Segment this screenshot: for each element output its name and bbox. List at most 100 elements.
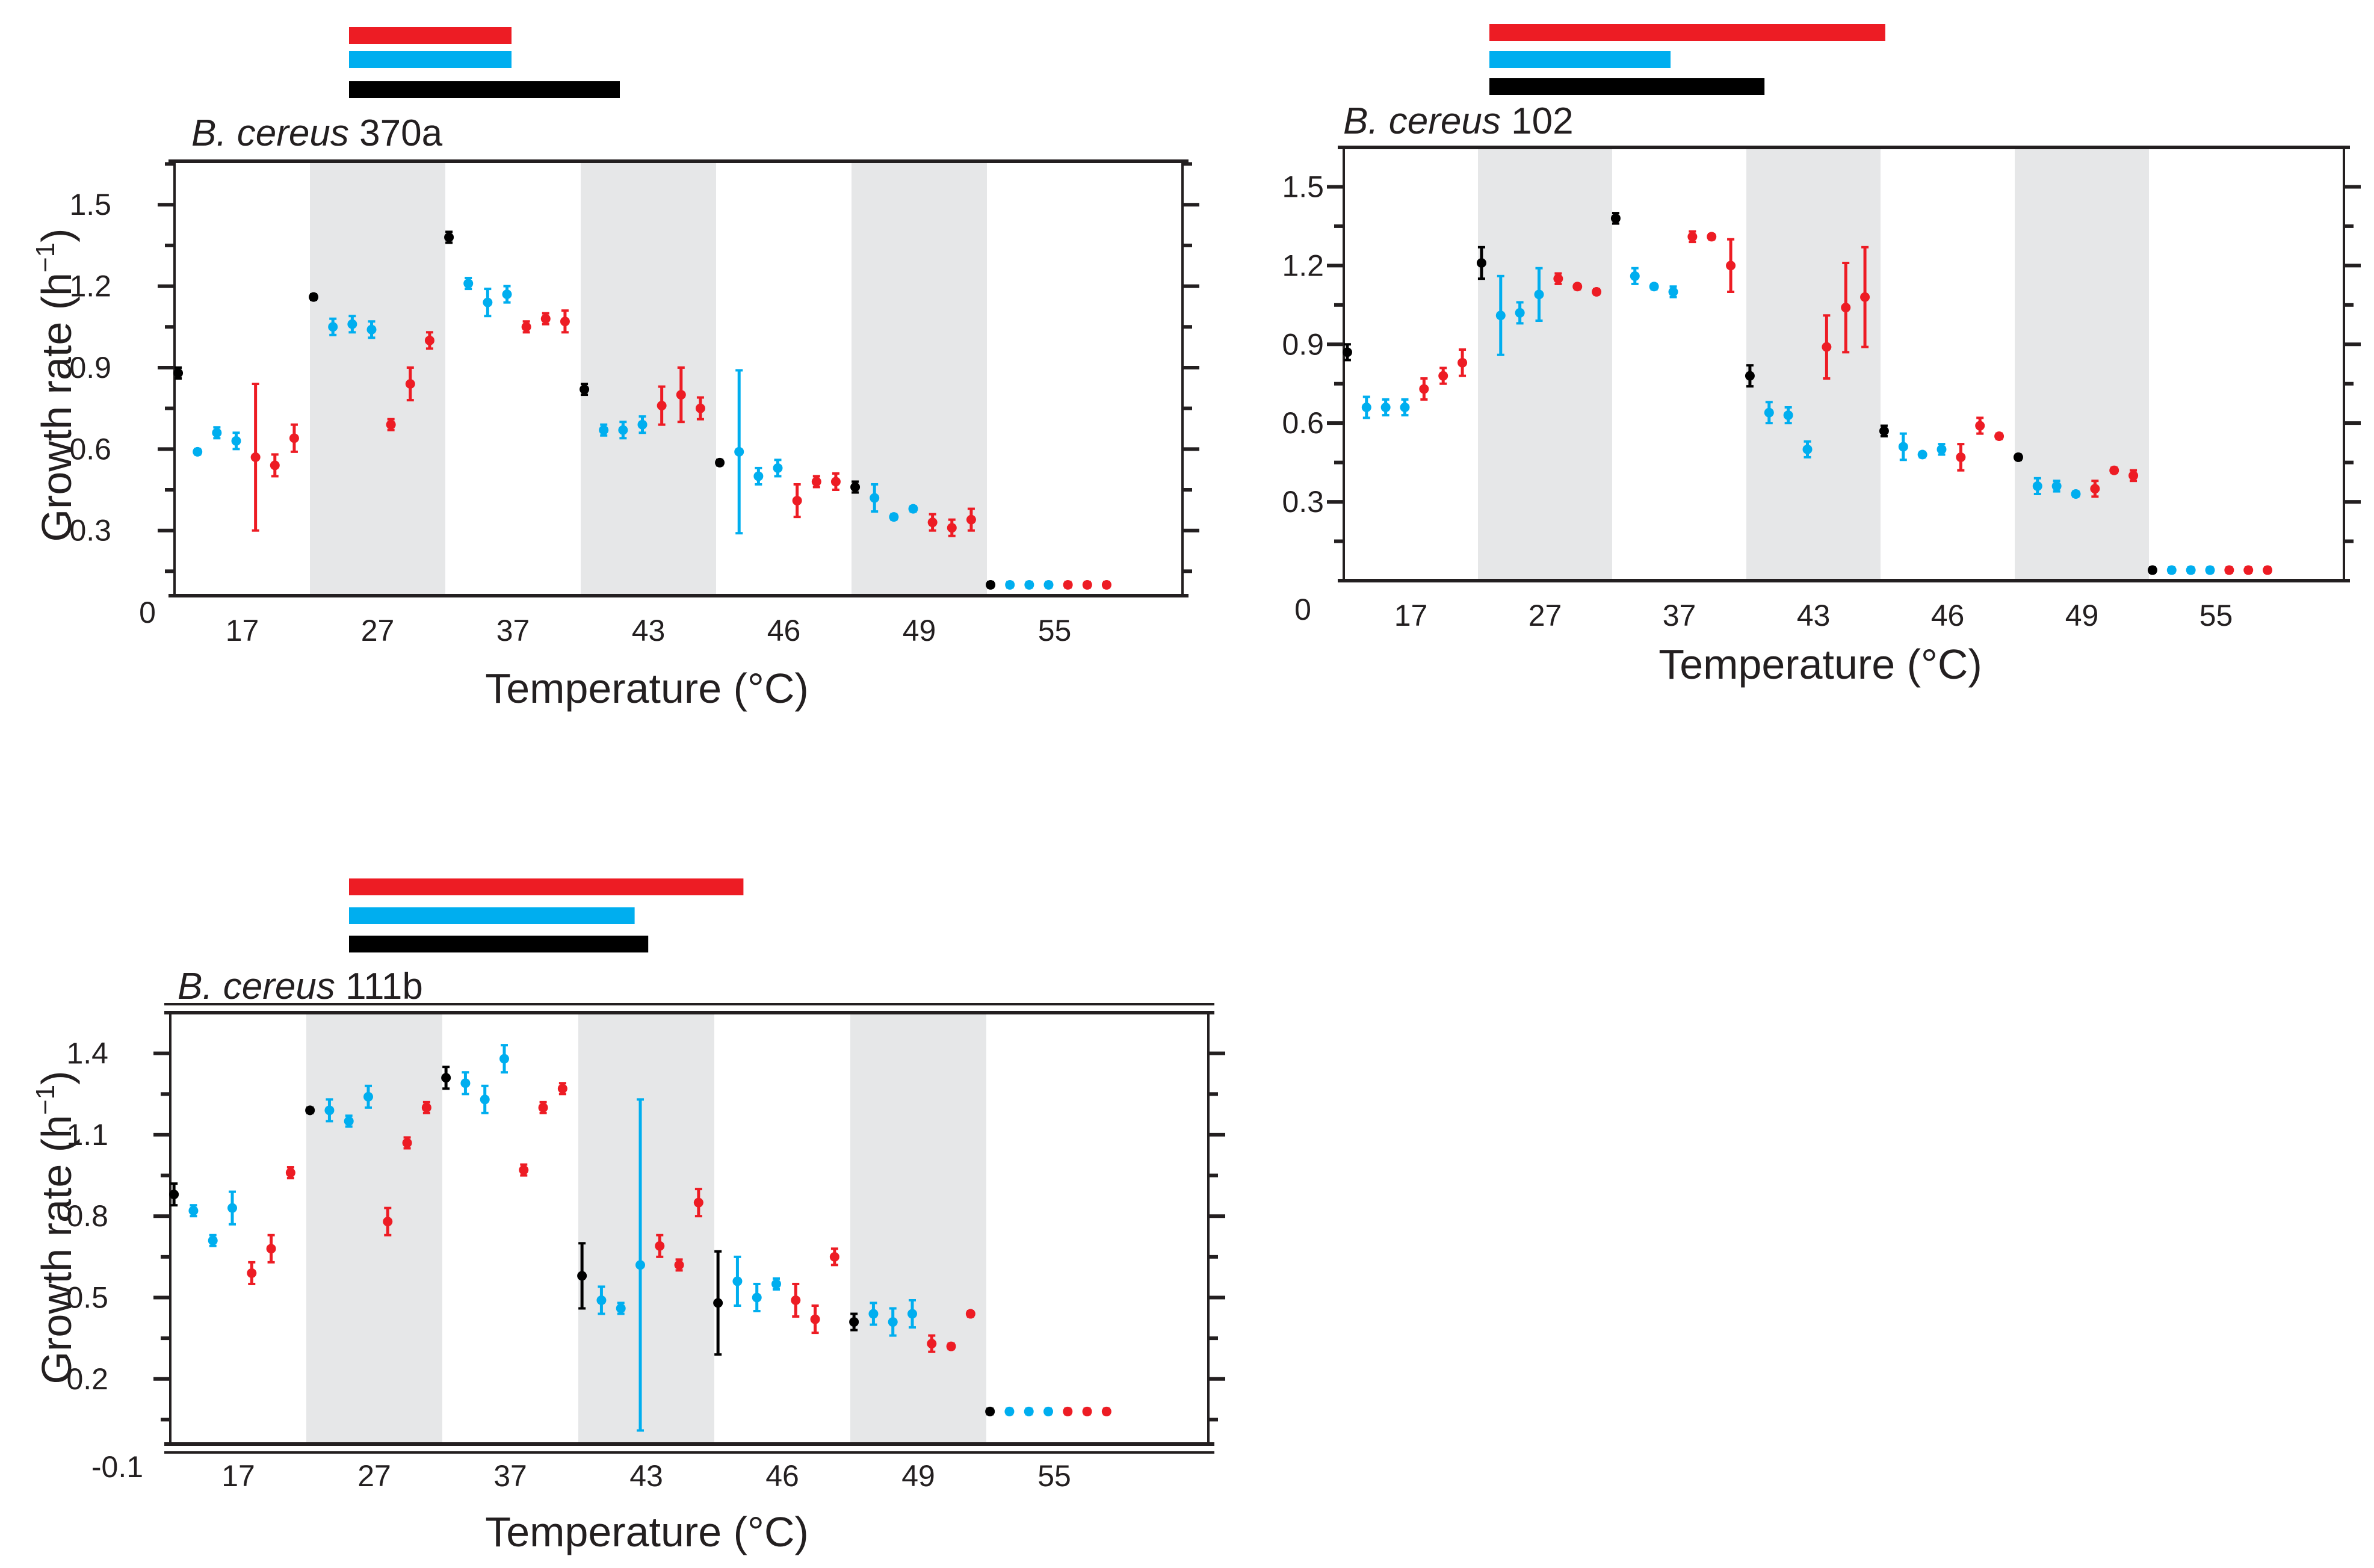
y-tick-label: 0.2 (66, 1362, 108, 1396)
x-axis-label: Temperature (°C) (485, 1508, 809, 1555)
data-point (1917, 449, 1927, 460)
data-point (324, 1105, 335, 1116)
data-point (366, 324, 377, 335)
data-point (188, 1206, 199, 1216)
shaded-band-43 (1746, 147, 1881, 581)
data-point (1592, 287, 1602, 297)
data-point (231, 436, 241, 446)
data-point (986, 579, 996, 590)
data-point (1764, 407, 1774, 418)
data-point (1082, 579, 1092, 590)
y-tick-label: 0.5 (66, 1280, 108, 1314)
x-category-label: 27 (361, 614, 395, 647)
data-point (250, 452, 261, 462)
x-category-label: 17 (221, 1459, 255, 1493)
data-point (927, 517, 938, 528)
data-point (791, 1295, 801, 1305)
data-point (289, 433, 299, 443)
data-point (1101, 1406, 1111, 1416)
data-point (2263, 565, 2273, 575)
data-point (460, 1078, 471, 1088)
data-point (635, 1260, 645, 1270)
x-category-label: 49 (901, 1459, 935, 1493)
data-point (421, 1102, 431, 1113)
shaded-band-43 (578, 1013, 714, 1444)
y-tick-label: 0.3 (69, 514, 111, 548)
data-point (1438, 371, 1448, 381)
x-category-label: 46 (765, 1459, 799, 1493)
data-point (2013, 452, 2023, 462)
y-origin-label: 0 (1294, 593, 1311, 626)
data-point (1063, 1406, 1073, 1416)
x-axis-label: Temperature (°C) (485, 665, 809, 712)
data-point (560, 316, 570, 327)
data-point (227, 1203, 237, 1213)
chart-title-species: B. cereus (191, 113, 349, 154)
data-point (888, 1317, 898, 1327)
y-axis-label-sup: −1 (31, 1085, 60, 1115)
data-point (695, 403, 705, 413)
data-point (363, 1091, 373, 1102)
data-point (850, 482, 861, 492)
x-category-label: 43 (1797, 599, 1831, 632)
data-point (557, 1084, 567, 1094)
y-tick-label: 0.9 (69, 351, 111, 384)
data-point (1534, 289, 1544, 300)
data-point (2032, 481, 2042, 491)
chart-title-species: B. cereus (1343, 100, 1501, 142)
data-point (1361, 403, 1371, 412)
range-bar-blue (349, 907, 635, 924)
data-point (402, 1138, 412, 1148)
data-point (2243, 565, 2254, 575)
x-category-label: 46 (767, 614, 801, 647)
shaded-band-49 (2015, 147, 2149, 581)
data-point (405, 379, 415, 389)
data-point (1860, 292, 1870, 302)
x-axis-label: Temperature (°C) (1658, 641, 1982, 688)
y-tick-label: 0.3 (1282, 485, 1324, 519)
data-point (1630, 271, 1640, 281)
data-point (637, 419, 648, 430)
data-point (1380, 403, 1391, 412)
data-point (907, 1309, 917, 1319)
data-point (1101, 579, 1111, 590)
data-point (519, 1165, 529, 1175)
data-point (1975, 421, 1985, 431)
data-point (483, 297, 493, 307)
x-category-label: 17 (226, 614, 259, 647)
data-point (2166, 565, 2177, 575)
panel-111b: 0.2 0.5 0.8 1.1 1.4 -0.1 17 27 37 43 46 49 55 B. cere… (31, 878, 1225, 1555)
data-point (927, 1339, 937, 1349)
data-point (577, 1271, 587, 1281)
data-point (1063, 579, 1073, 590)
data-point (771, 1279, 781, 1289)
data-point (2147, 565, 2157, 575)
data-point (1476, 258, 1486, 268)
data-point (657, 401, 667, 411)
data-point (270, 460, 280, 471)
data-point (792, 496, 802, 506)
data-point (344, 1116, 354, 1126)
data-point (1822, 342, 1832, 352)
data-point (480, 1094, 490, 1105)
data-point (753, 471, 764, 481)
data-point (2051, 481, 2062, 491)
data-point (868, 1309, 879, 1319)
data-point (674, 1260, 684, 1270)
x-category-label: 27 (1529, 599, 1562, 632)
x-category-label: 37 (493, 1459, 527, 1493)
data-point (1687, 232, 1698, 242)
data-point (599, 425, 609, 435)
data-point (2090, 484, 2100, 494)
range-bar-black (1489, 78, 1765, 95)
data-point (829, 1252, 839, 1262)
y-tick-label: 1.2 (1282, 248, 1324, 282)
y-tick-label: 1.5 (69, 188, 111, 221)
y-axis-label-close: ) (33, 229, 80, 242)
data-point (309, 292, 319, 302)
data-point (1400, 403, 1410, 412)
y-axis-label-close: ) (33, 1071, 80, 1085)
data-point (1495, 310, 1506, 321)
y-tick-label: 0.9 (1282, 327, 1324, 361)
y-tick-label: 1.5 (1282, 170, 1324, 203)
